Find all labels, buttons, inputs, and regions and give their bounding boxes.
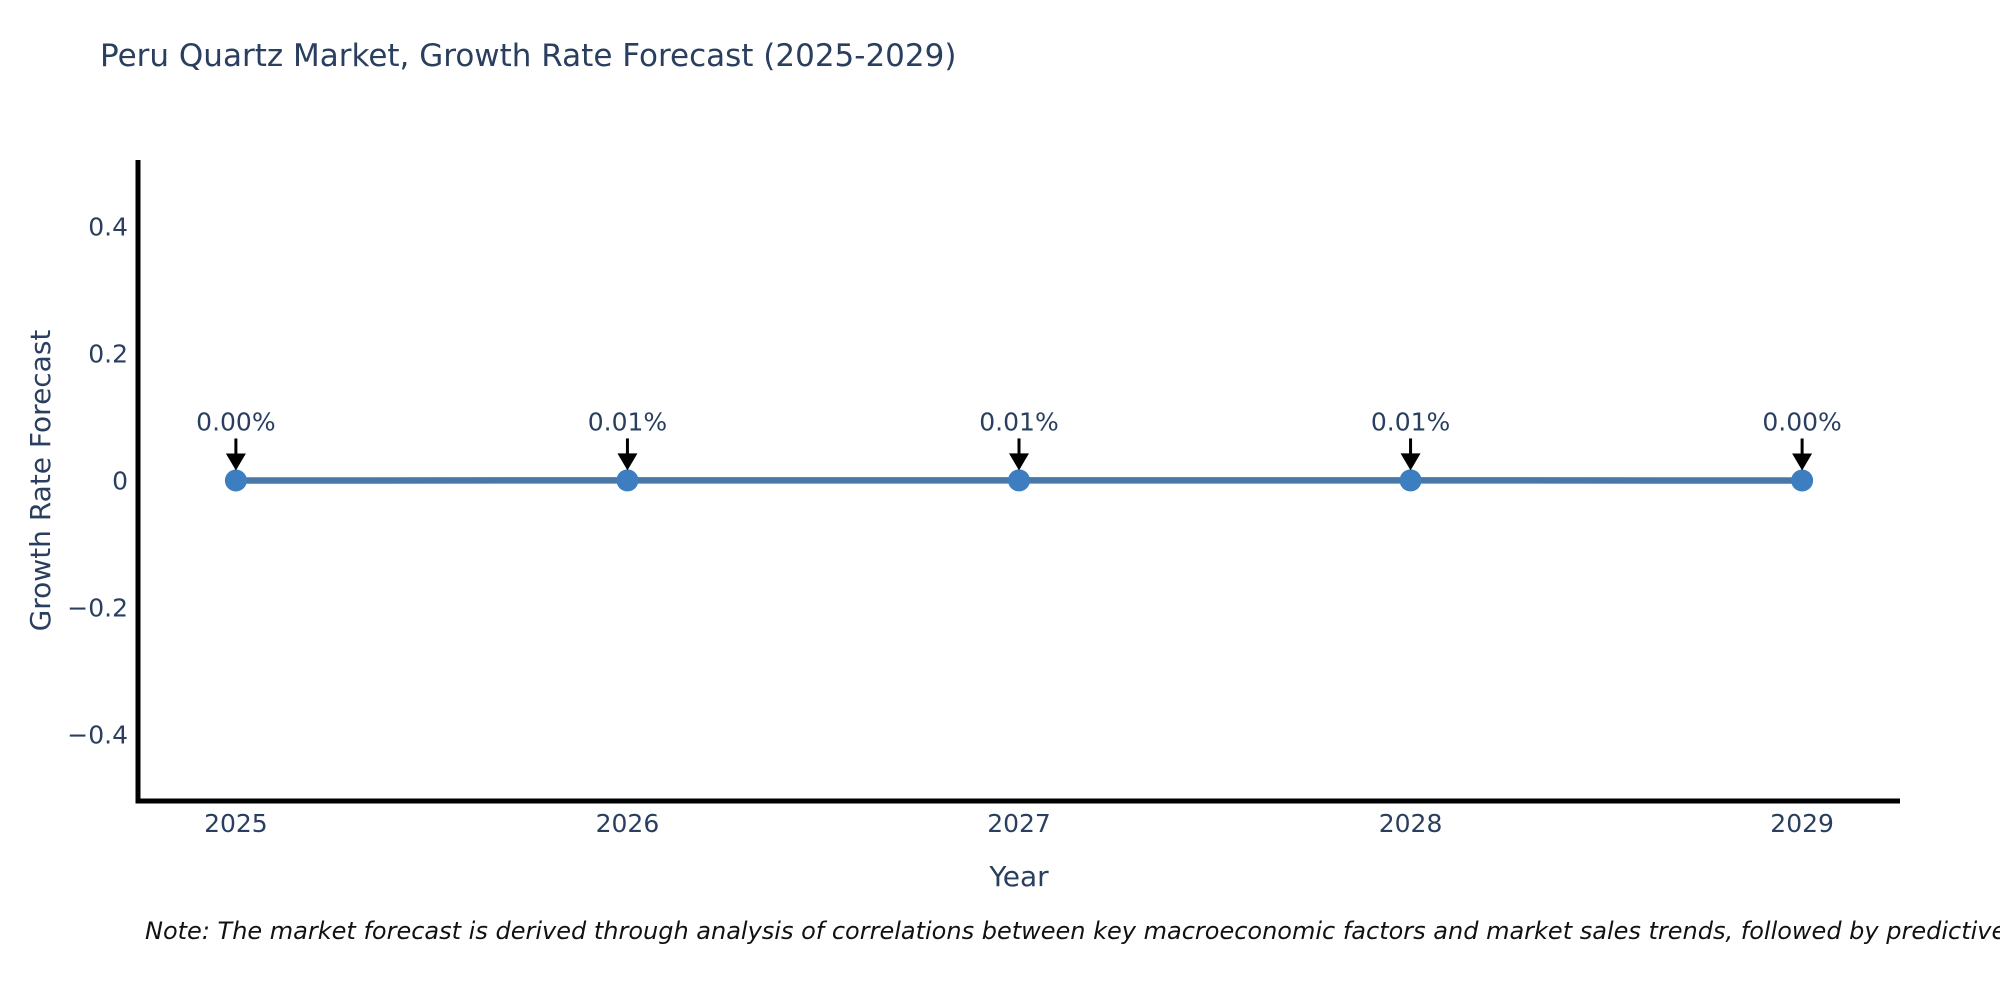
y-tick-label: 0.4 <box>88 213 128 242</box>
data-point-marker[interactable] <box>1399 469 1422 492</box>
annotation-label: 0.00% <box>1762 408 1841 437</box>
x-axis-title: Year <box>988 860 1049 893</box>
y-axis-title: Growth Rate Forecast <box>24 330 57 632</box>
annotation-label: 0.01% <box>588 407 667 436</box>
annotation-label: 0.01% <box>1371 407 1450 436</box>
annotation-label: 0.00% <box>196 408 275 437</box>
annotation-arrowhead <box>617 453 638 471</box>
annotation-arrowhead <box>1009 453 1029 471</box>
data-point-marker[interactable] <box>1008 469 1030 492</box>
y-tick-label: 0 <box>112 467 128 496</box>
x-tick-label: 2025 <box>204 809 268 838</box>
x-tick-label: 2028 <box>1379 809 1443 838</box>
x-tick-label: 2027 <box>987 809 1051 838</box>
y-tick-label: −0.4 <box>67 720 128 749</box>
annotation-arrowhead <box>1792 453 1813 471</box>
annotation-arrowhead <box>225 453 246 471</box>
y-tick-label: −0.2 <box>67 593 128 622</box>
annotation-arrowhead <box>1400 453 1421 471</box>
x-tick-label: 2026 <box>596 809 660 838</box>
data-point-marker[interactable] <box>1791 469 1814 492</box>
chart-footnote: Note: The market forecast is derived thr… <box>145 917 2000 945</box>
annotation-label: 0.01% <box>979 407 1058 436</box>
data-point-marker[interactable] <box>616 469 639 492</box>
x-tick-label: 2029 <box>1770 809 1834 838</box>
data-point-marker[interactable] <box>224 469 247 492</box>
y-tick-label: 0.2 <box>88 340 128 369</box>
chart-title: Peru Quartz Market, Growth Rate Forecast… <box>100 38 957 74</box>
